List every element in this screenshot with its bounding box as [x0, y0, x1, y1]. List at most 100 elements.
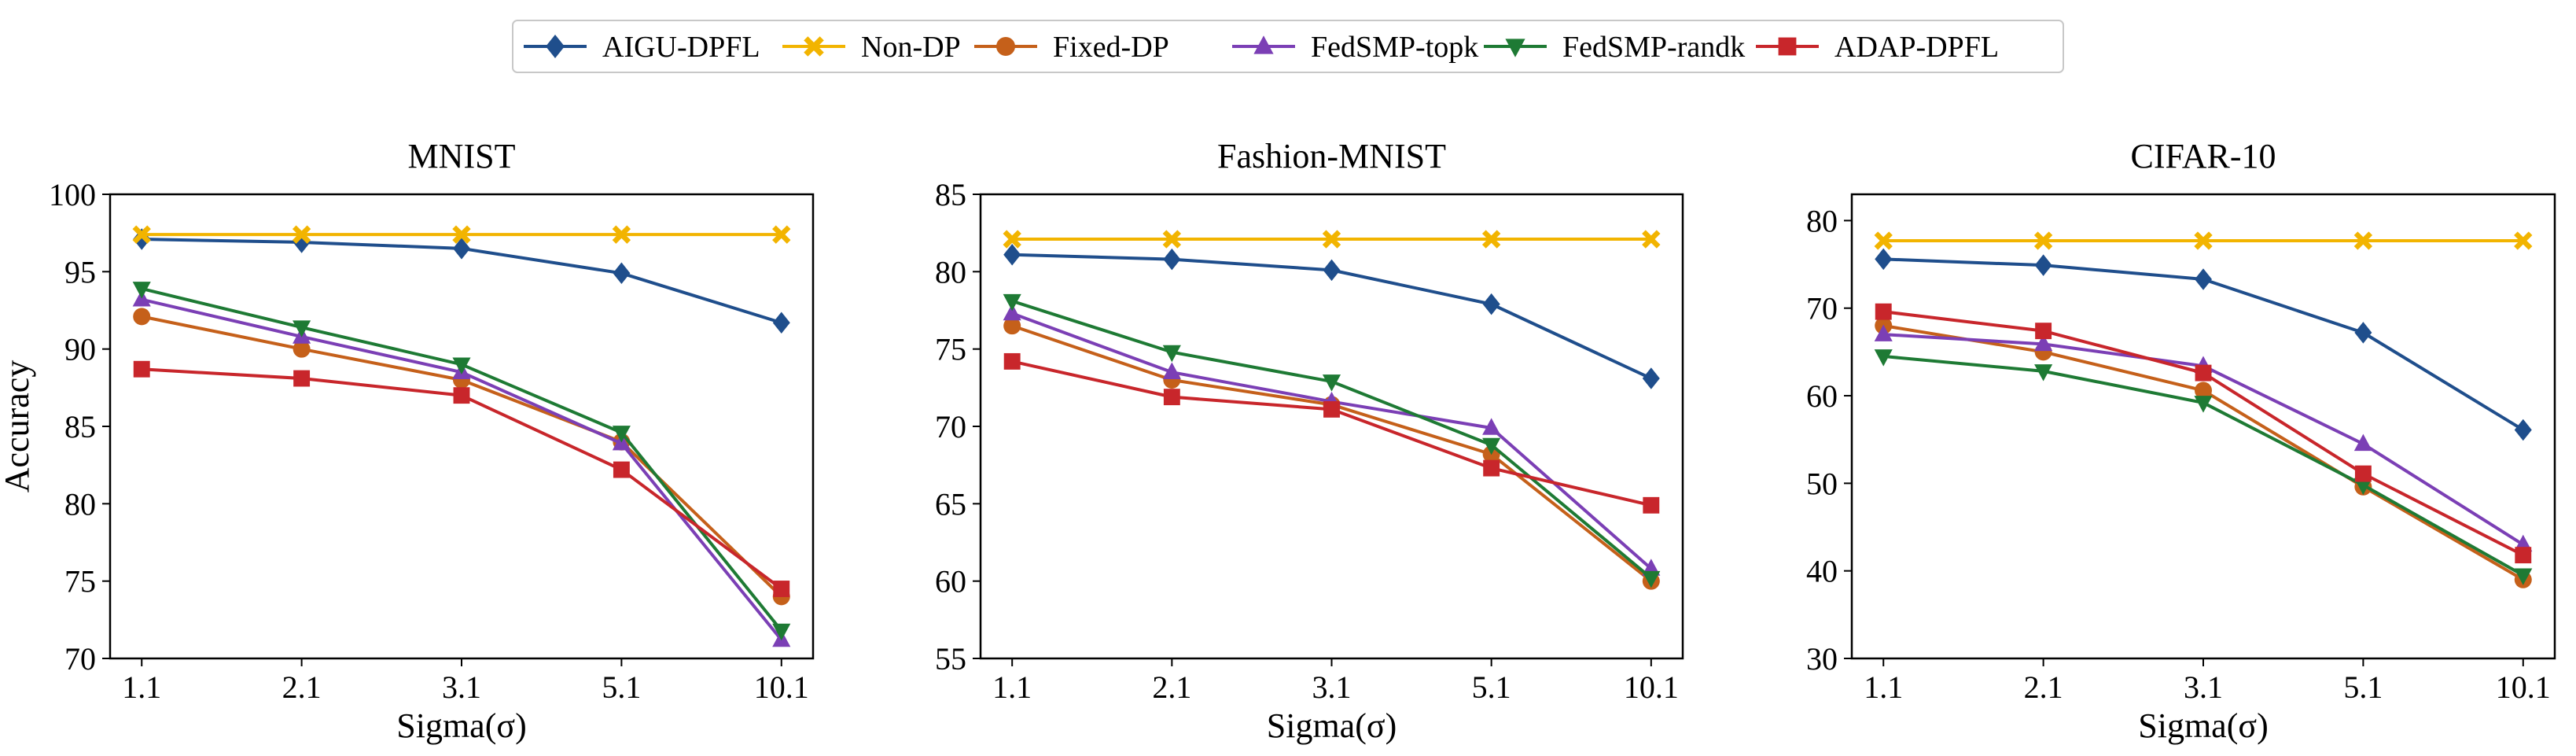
x-tick-label: 2.1 [2024, 669, 2063, 705]
data-point [1642, 570, 1661, 588]
data-point [1875, 303, 1892, 320]
series-fixed-dp [133, 308, 790, 606]
y-tick-label: 65 [935, 486, 966, 522]
legend-label: Fixed-DP [1053, 31, 1169, 64]
data-point [2195, 382, 2212, 400]
data-point [133, 308, 151, 326]
y-tick-label: 80 [64, 486, 96, 522]
y-tick-label: 80 [1806, 203, 1838, 238]
y-tick-label: 50 [1806, 466, 1838, 501]
data-point [132, 282, 151, 299]
chart-3: CIFAR-10 30 40 50 60 70 80 1.1 2.1 3.1 5.1 10.1 Sigm… [1806, 137, 2556, 745]
y-tick-label: 70 [935, 409, 966, 444]
series-line [1882, 310, 2524, 557]
data-point [1003, 243, 1021, 266]
data-point [1003, 293, 1021, 312]
legend-entry-non-dp: Non-DP [782, 31, 961, 64]
legend-marker [996, 37, 1015, 56]
data-point [2353, 231, 2373, 250]
series-fedsmp-topk [1003, 303, 1661, 576]
data-point [2034, 334, 2053, 352]
legend-entry-fedsmp-topk: FedSMP-topk [1232, 31, 1478, 64]
legend-label: ADAP-DPFL [1834, 31, 1999, 64]
data-point [2034, 364, 2053, 382]
legend-marker [546, 35, 565, 58]
data-point [2194, 396, 2213, 413]
chart-title: CIFAR-10 [2131, 137, 2276, 175]
y-tick-label: 85 [935, 177, 966, 212]
x-tick-label: 10.1 [1624, 669, 1679, 705]
data-point [133, 360, 150, 378]
data-point [1003, 317, 1021, 335]
data-point [2033, 231, 2053, 250]
plot-frame [979, 193, 1684, 660]
data-point [1874, 231, 1893, 250]
y-tick-label: 90 [64, 332, 96, 367]
data-point [2194, 231, 2213, 250]
data-point [1003, 303, 1021, 321]
y-tick-label: 60 [935, 564, 966, 599]
series-fedsmp-randk [1003, 293, 1661, 588]
data-point [2034, 254, 2052, 276]
data-point [2035, 323, 2052, 340]
data-point [2354, 322, 2372, 344]
x-tick-label: 2.1 [1152, 669, 1191, 705]
series-line [1011, 299, 1653, 580]
series-adap-dpfl [133, 360, 790, 597]
legend-entry-aigu-dpfl: AIGU-DPFL [524, 31, 760, 64]
chart-title: Fashion-MNIST [1217, 137, 1446, 175]
x-tick-label: 5.1 [1472, 669, 1511, 705]
data-point [2195, 268, 2212, 290]
data-point [1643, 496, 1660, 514]
series-fedsmp-topk [132, 289, 791, 647]
series-line [141, 287, 783, 632]
data-point [1642, 230, 1661, 249]
chart-1: MNIST 70 75 80 85 90 95 100 1.1 2.1 3.1 5.1 10.1 Sigm… [0, 137, 815, 745]
y-axis-label: Accuracy [0, 360, 36, 493]
series-line [1011, 312, 1653, 570]
x-tick-label: 3.1 [442, 669, 481, 705]
data-point [293, 320, 311, 337]
x-tick-label: 3.1 [1312, 669, 1352, 705]
data-point [292, 225, 311, 244]
series-fedsmp-topk [1874, 324, 2533, 552]
y-tick-label: 40 [1806, 554, 1838, 589]
data-point [452, 225, 471, 244]
x-tick-label: 3.1 [2184, 669, 2223, 705]
plot-frame [1850, 193, 2556, 660]
data-point [772, 623, 791, 641]
x-tick-label: 1.1 [122, 669, 161, 705]
data-point [1163, 248, 1181, 271]
data-point [132, 225, 151, 244]
series-aigu-dpfl [133, 228, 790, 334]
data-point [2353, 433, 2372, 452]
series-fedsmp-randk [1874, 349, 2533, 585]
series-non-dp [1874, 231, 2533, 250]
y-tick-label: 70 [1806, 291, 1838, 326]
data-point [2195, 364, 2212, 382]
x-tick-label: 10.1 [2496, 669, 2551, 705]
data-point [612, 426, 631, 443]
data-point [772, 225, 791, 244]
y-tick-label: 100 [49, 177, 96, 212]
data-point [2514, 419, 2532, 441]
data-point [2515, 547, 2532, 564]
data-point [613, 262, 631, 285]
legend-marker [1253, 35, 1274, 54]
series-fedsmp-randk [132, 282, 791, 641]
data-point [293, 340, 311, 358]
legend-label: FedSMP-topk [1311, 31, 1478, 64]
data-point [2353, 478, 2372, 496]
legend-marker [1505, 39, 1525, 57]
data-point [2354, 465, 2372, 482]
x-tick-label: 10.1 [754, 669, 809, 705]
data-point [772, 312, 790, 334]
x-axis-label: Sigma(σ) [2138, 706, 2268, 745]
legend-label: Non-DP [861, 31, 961, 64]
data-point [1482, 293, 1500, 315]
x-tick-label: 5.1 [2343, 669, 2383, 705]
series-adap-dpfl [1875, 303, 2532, 564]
legend: AIGU-DPFL Non-DP Fixed-DP FedSMP-topk FedSMP… [512, 20, 2064, 73]
y-tick-label: 80 [935, 254, 966, 289]
y-tick-label: 70 [64, 641, 96, 677]
